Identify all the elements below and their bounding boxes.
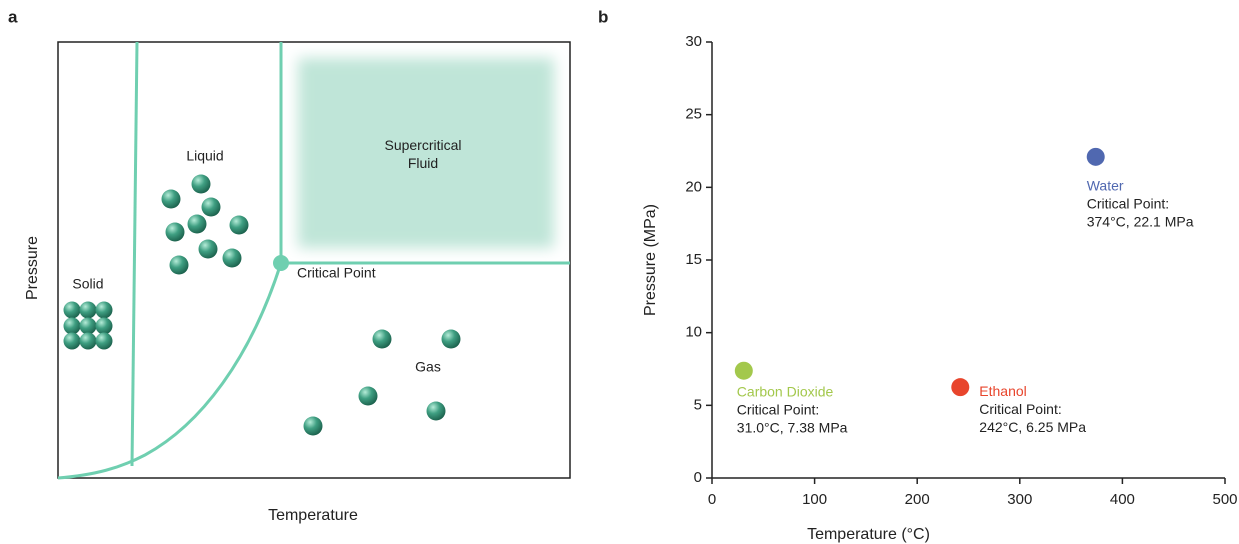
point-annotation: 242°C, 6.25 MPa — [979, 419, 1086, 435]
molecule — [303, 416, 323, 436]
y-tick-label: 15 — [685, 251, 702, 268]
point — [951, 378, 970, 397]
region-label: Solid — [72, 276, 103, 292]
x-tick-label: 400 — [1110, 491, 1135, 508]
x-tick-label: 100 — [802, 491, 827, 508]
region-label: Liquid — [186, 148, 223, 164]
molecule — [63, 301, 81, 319]
boiling-curve — [57, 262, 283, 480]
point — [734, 361, 753, 380]
point-name: Carbon Dioxide — [737, 383, 834, 399]
molecule — [201, 197, 221, 217]
y-tick-label: 20 — [685, 178, 702, 195]
melting-line — [130, 41, 139, 467]
y-axis-label: Pressure — [24, 236, 41, 300]
molecule — [222, 248, 242, 268]
molecule — [187, 214, 207, 234]
molecule — [426, 401, 446, 421]
molecule — [79, 317, 97, 335]
molecule — [169, 255, 189, 275]
molecules — [63, 174, 461, 436]
diagram-frame — [57, 41, 571, 479]
x-tick-label: 200 — [905, 491, 930, 508]
region-label: Supercritical Fluid — [384, 137, 461, 171]
point — [1086, 147, 1105, 166]
molecule — [229, 215, 249, 235]
point-annotation: 374°C, 22.1 MPa — [1087, 214, 1194, 230]
molecule — [63, 317, 81, 335]
point-annotation: Critical Point: — [1087, 196, 1169, 212]
point-label: Critical Point — [297, 265, 376, 281]
panel-letter: b — [598, 7, 608, 26]
x-tick-label: 500 — [1212, 491, 1237, 508]
molecule — [372, 329, 392, 349]
x-axis-label: Temperature (°C) — [807, 526, 930, 543]
y-tick-label: 25 — [685, 106, 702, 123]
y-tick-label: 5 — [694, 396, 702, 413]
molecule — [165, 222, 185, 242]
point-annotation: Critical Point: — [737, 401, 819, 417]
region-label: Gas — [415, 359, 441, 375]
phase-lines — [57, 41, 570, 480]
y-tick-label: 30 — [685, 33, 702, 50]
panel-letter: a — [8, 7, 18, 26]
supercritical-region — [298, 58, 554, 248]
y-axis-label: Pressure (MPa) — [642, 204, 659, 316]
molecule — [161, 189, 181, 209]
molecule — [198, 239, 218, 259]
y-tick-label: 0 — [694, 469, 702, 486]
point-name: Ethanol — [979, 383, 1026, 399]
y-tick-label: 10 — [685, 324, 702, 341]
molecule — [79, 301, 97, 319]
x-tick-label: 0 — [708, 491, 716, 508]
molecule — [95, 332, 113, 350]
molecule — [191, 174, 211, 194]
molecule — [63, 332, 81, 350]
molecule — [79, 332, 97, 350]
critical-point — [273, 255, 289, 271]
point-name: Water — [1087, 178, 1124, 194]
molecule — [95, 301, 113, 319]
point-annotation: 31.0°C, 7.38 MPa — [737, 419, 848, 435]
molecule — [358, 386, 378, 406]
x-axis-label: Temperature — [268, 507, 358, 524]
point-annotation: Critical Point: — [979, 401, 1061, 417]
molecule — [441, 329, 461, 349]
x-tick-label: 300 — [1007, 491, 1032, 508]
molecule — [95, 317, 113, 335]
